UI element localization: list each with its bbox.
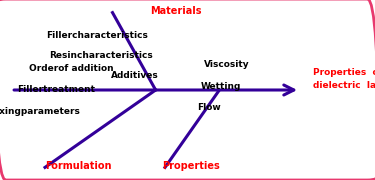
Text: Viscosity: Viscosity xyxy=(204,60,250,69)
Text: Flow: Flow xyxy=(197,103,220,112)
Text: Fillercharacteristics: Fillercharacteristics xyxy=(46,31,148,40)
Text: Formulation: Formulation xyxy=(45,161,112,171)
Text: Wetting: Wetting xyxy=(201,82,241,91)
Text: Additives: Additives xyxy=(111,71,159,80)
Text: Properties: Properties xyxy=(162,161,220,171)
Text: Properties  of the
dielectric  layer: Properties of the dielectric layer xyxy=(313,68,375,90)
Text: Resincharacteristics: Resincharacteristics xyxy=(50,51,153,60)
Text: Materials: Materials xyxy=(150,6,202,16)
Text: Orderof addition: Orderof addition xyxy=(29,64,114,73)
Text: Mixingparameters: Mixingparameters xyxy=(0,107,80,116)
Text: Fillertreatment: Fillertreatment xyxy=(17,86,95,94)
